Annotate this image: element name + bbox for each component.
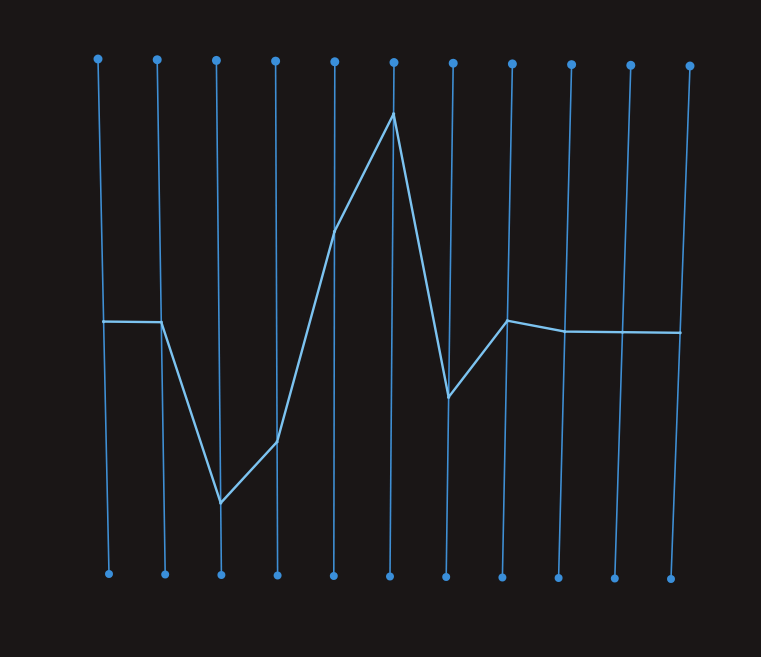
axis-bottom-dot-6 <box>386 572 394 581</box>
axis-line-9 <box>557 64 573 579</box>
axis-top-dot-6 <box>389 58 399 67</box>
axis-line-5 <box>332 61 336 577</box>
series-group <box>102 112 682 505</box>
data-point-4 <box>275 440 279 444</box>
data-point-7 <box>447 395 451 399</box>
axis-line-6 <box>389 62 395 577</box>
axis-top-dot-11 <box>685 61 695 71</box>
data-point-9 <box>563 330 567 334</box>
axis-top-dot-5 <box>330 57 340 67</box>
axis-top-dot-2 <box>152 55 162 65</box>
axis-bottom-dot-8 <box>498 573 507 582</box>
data-point-5 <box>332 229 337 234</box>
axis-top-dot-7 <box>448 58 458 68</box>
data-point-10 <box>620 330 625 334</box>
axis-bottom-dot-4 <box>273 571 282 580</box>
axis-top-dot-9 <box>567 60 577 70</box>
axis-bottom-dot-2 <box>161 570 170 579</box>
axis-line-3 <box>215 60 223 576</box>
axis-bottom-dot-5 <box>329 572 338 580</box>
axis-top-dot-4 <box>271 56 281 66</box>
axis-top-dot-1 <box>93 54 103 64</box>
axis-line-4 <box>274 61 279 576</box>
data-point-3 <box>219 501 223 505</box>
axis-line-2 <box>156 59 166 575</box>
data-point-1 <box>102 320 106 324</box>
data-point-2 <box>159 320 163 324</box>
axis-bottom-dot-3 <box>217 571 226 579</box>
axis-lines-group <box>93 54 695 583</box>
axis-bottom-dot-9 <box>554 574 563 582</box>
data-point-8 <box>505 319 509 323</box>
axis-line-10 <box>614 65 632 579</box>
data-point-11 <box>678 331 682 335</box>
data-point-6 <box>392 112 396 116</box>
axis-line-7 <box>445 63 454 578</box>
axis-top-dot-8 <box>507 59 517 69</box>
axis-bottom-dot-10 <box>610 574 619 583</box>
axis-bottom-dot-1 <box>105 570 113 578</box>
axis-line-1 <box>97 58 110 575</box>
axis-line-11 <box>670 65 691 580</box>
axis-top-dot-10 <box>626 60 636 70</box>
axis-bottom-dot-7 <box>442 573 451 581</box>
axis-top-dot-3 <box>211 55 221 65</box>
axis-bottom-dot-11 <box>667 575 675 583</box>
